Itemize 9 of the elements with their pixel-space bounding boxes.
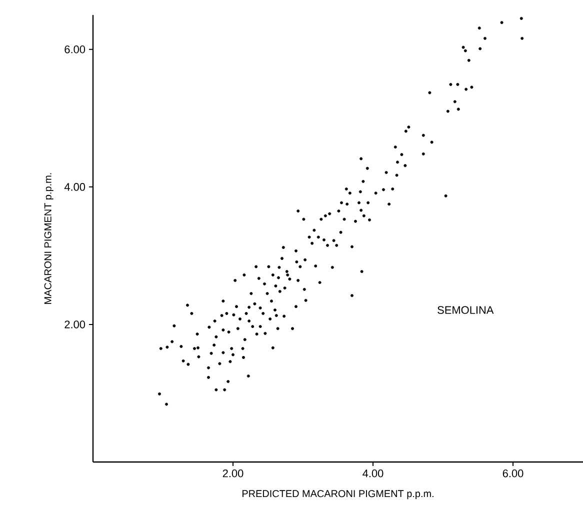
x-axis-title: PREDICTED MACARONI PIGMENT p.p.m. [242,490,434,500]
x-tick-label: 4.00 [362,470,384,478]
y-tick-label: 2.00 [64,320,86,328]
annotation: SEMOLINA [438,306,494,314]
y-axis-title: MACARONI PIGMENT p.p.m. [44,173,54,304]
x-tick-label: 2.00 [222,470,244,478]
y-tick-label: 4.00 [64,183,86,191]
y-tick-label: 6.00 [64,46,86,54]
x-tick-label: 6.00 [502,470,524,478]
